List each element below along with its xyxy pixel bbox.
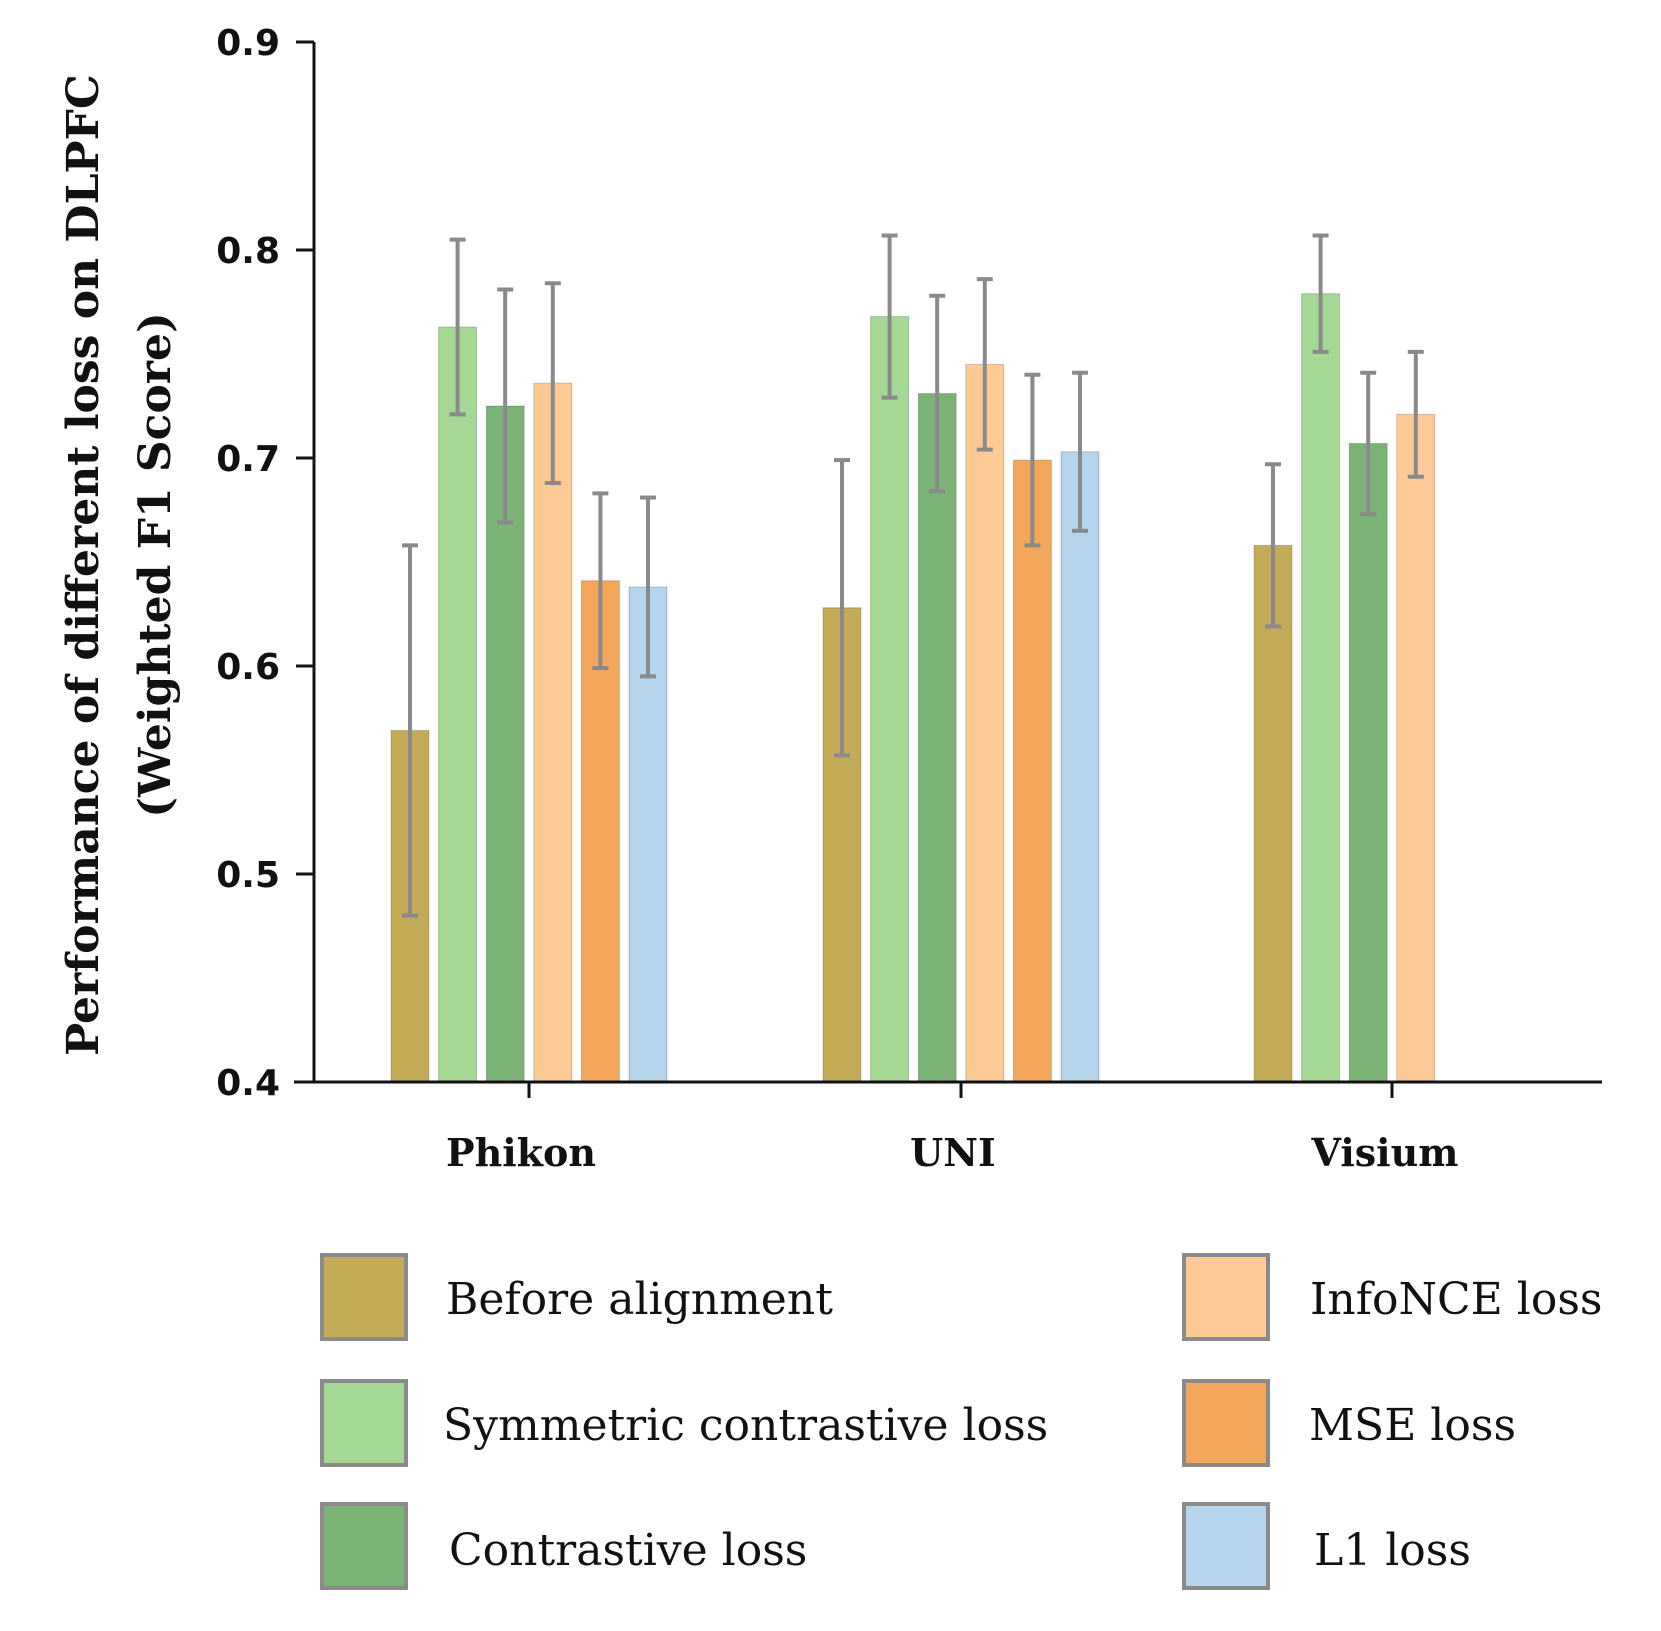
legend-swatch xyxy=(1182,1379,1270,1467)
legend: Before alignment Symmetric contrastive lo… xyxy=(320,1253,1603,1590)
bar-infonce-loss xyxy=(965,363,1005,1083)
bar-before-alignment xyxy=(1253,544,1293,1083)
bar-symmetric-contrastive-loss xyxy=(438,326,478,1083)
bars-layer xyxy=(390,233,1436,1083)
bar-contrastive-loss xyxy=(917,393,957,1083)
bar-infonce-loss xyxy=(1396,413,1436,1083)
y-tick-label: 0.8 xyxy=(216,231,280,272)
y-tick-label: 0.9 xyxy=(216,23,280,64)
y-axis-title-line2: (Weighted F1 Score) xyxy=(130,312,181,818)
y-axis-title: Performance of different loss on DLPFC (… xyxy=(58,74,181,1056)
y-tick-label: 0.7 xyxy=(216,439,280,480)
x-tick-label: Phikon xyxy=(446,1130,596,1175)
y-tick-label: 0.4 xyxy=(216,1063,280,1104)
bar-mse-loss xyxy=(1012,459,1052,1083)
legend-label: L1 loss xyxy=(1314,1525,1471,1576)
legend-swatch xyxy=(1182,1502,1270,1590)
x-tick-label: UNI xyxy=(910,1130,996,1175)
legend-swatch xyxy=(320,1253,408,1341)
bar-infonce-loss xyxy=(533,382,573,1083)
bar-l1-loss xyxy=(1060,451,1100,1083)
legend-label: Before alignment xyxy=(446,1274,833,1325)
legend-label: Contrastive loss xyxy=(449,1525,807,1576)
bar-symmetric-contrastive-loss xyxy=(1301,293,1341,1083)
legend-swatch xyxy=(1182,1253,1270,1341)
legend-swatch xyxy=(320,1502,408,1590)
legend-swatch xyxy=(320,1379,408,1467)
legend-label: MSE loss xyxy=(1309,1400,1516,1451)
y-tick-label: 0.5 xyxy=(216,855,280,896)
y-axis-ticks: 0.4 0.5 0.6 0.7 0.8 0.9 xyxy=(216,23,314,1104)
axes xyxy=(294,42,1602,1084)
bar-contrastive-loss xyxy=(1348,442,1388,1083)
x-axis-ticks: Phikon UNI Visium xyxy=(446,1082,1458,1175)
legend-label: InfoNCE loss xyxy=(1310,1274,1603,1325)
y-axis-title-line1: Performance of different loss on DLPFC xyxy=(58,74,109,1056)
y-tick-label: 0.6 xyxy=(216,647,280,688)
x-tick-label: Visium xyxy=(1311,1130,1459,1175)
bar-symmetric-contrastive-loss xyxy=(870,316,910,1083)
legend-label: Symmetric contrastive loss xyxy=(443,1400,1048,1451)
